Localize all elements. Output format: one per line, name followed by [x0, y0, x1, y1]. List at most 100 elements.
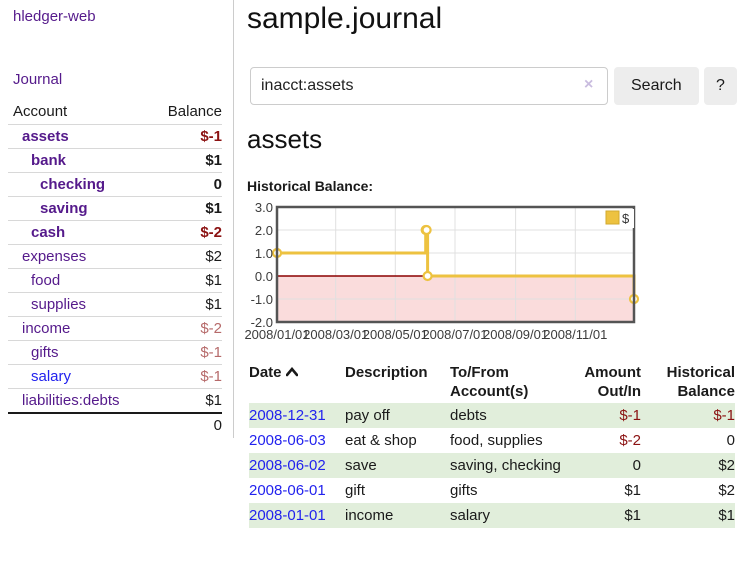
account-balance: $-2	[147, 220, 222, 245]
accounts-header-row: Account Balance	[8, 100, 222, 125]
sort-ascending-icon	[285, 363, 298, 382]
transaction-balance: 0	[726, 432, 735, 449]
transaction-date-link[interactable]: 2008-01-01	[249, 507, 326, 524]
account-balance: $1	[147, 196, 222, 221]
transaction-amount: 0	[632, 457, 641, 474]
chart-title: Historical Balance:	[247, 178, 374, 194]
header-date[interactable]: Date	[249, 361, 345, 403]
transaction-description: income	[345, 507, 394, 524]
svg-text:2008/05/01: 2008/05/01	[363, 327, 428, 342]
svg-text:0.0: 0.0	[255, 269, 273, 284]
transaction-amount: $-1	[619, 407, 641, 424]
transaction-balance: $2	[718, 482, 735, 499]
account-balance: $-1	[200, 128, 222, 145]
account-link-saving[interactable]: saving	[40, 200, 88, 217]
account-balance: 0	[147, 172, 222, 197]
transaction-balance: $1	[718, 507, 735, 524]
transaction-row: 2008-06-01 gift gifts $1 $2	[249, 478, 735, 503]
account-balance: $1	[147, 292, 222, 317]
header-historical-balance: Historical Balance	[666, 364, 735, 400]
account-row: food $1	[8, 268, 222, 293]
help-button[interactable]: ?	[704, 67, 737, 105]
transaction-description: eat & shop	[345, 432, 417, 449]
historical-balance-chart: $ 3.0 2.0 1.0 0.0 -1.0 -2.0 2008/01/01 2…	[244, 200, 640, 342]
transaction-balance: $2	[718, 457, 735, 474]
app-title-link[interactable]: hledger-web	[13, 8, 96, 25]
account-link-cash[interactable]: cash	[31, 224, 66, 241]
account-link-liabilities-debts[interactable]: liabilities:debts	[22, 392, 120, 409]
transaction-amount: $1	[624, 507, 641, 524]
transactions-header-row: Date Description To/From Account(s) Amou…	[249, 361, 735, 403]
svg-text:-2.0: -2.0	[251, 315, 273, 330]
accounts-header-balance: Balance	[147, 100, 222, 125]
account-heading: assets	[247, 124, 323, 154]
svg-text:2008/09/01: 2008/09/01	[483, 327, 548, 342]
sidebar-item-journal[interactable]: Journal	[13, 71, 63, 88]
account-balance: $1	[147, 388, 222, 413]
svg-text:2008/11/01: 2008/11/01	[543, 327, 607, 342]
chart-x-axis: 2008/01/01 2008/03/01 2008/05/01 2008/07…	[244, 327, 607, 342]
chart-border	[275, 205, 636, 324]
chart-data-points	[271, 224, 640, 305]
transaction-amount: $1	[624, 482, 641, 499]
header-amount-outin: Amount Out/In	[584, 364, 641, 400]
account-row: saving $1	[8, 196, 222, 221]
svg-text:3.0: 3.0	[255, 200, 273, 215]
account-link-gifts[interactable]: gifts	[31, 344, 59, 361]
account-row: income $-2	[8, 316, 222, 341]
account-link-salary[interactable]: salary	[31, 368, 72, 385]
transaction-date-link[interactable]: 2008-12-31	[249, 407, 326, 424]
chart-y-axis: 3.0 2.0 1.0 0.0 -1.0 -2.0	[251, 200, 273, 330]
account-row: assets $-1	[8, 125, 222, 149]
search-input[interactable]	[250, 67, 608, 105]
transaction-row: 2008-01-01 income salary $1 $1	[249, 503, 735, 528]
account-row: bank $1	[8, 148, 222, 173]
account-link-income[interactable]: income	[22, 320, 71, 337]
transaction-accounts: saving, checking	[450, 457, 561, 474]
accounts-table: Account Balance assets $-1 bank $1 check…	[8, 100, 222, 437]
page-title: sample.journal	[247, 2, 443, 35]
svg-text:-1.0: -1.0	[251, 292, 273, 307]
account-row: cash $-2	[8, 220, 222, 245]
account-row: checking 0	[8, 172, 222, 197]
search-button[interactable]: Search	[614, 67, 699, 105]
transaction-date-link[interactable]: 2008-06-03	[249, 432, 326, 449]
account-link-bank[interactable]: bank	[31, 152, 67, 169]
accounts-total-value: 0	[147, 412, 222, 437]
header-description: Description	[345, 364, 428, 381]
svg-text:1.0: 1.0	[255, 246, 273, 261]
sidebar-divider	[233, 0, 234, 438]
transaction-accounts: gifts	[450, 482, 478, 499]
accounts-total-row: 0	[8, 412, 222, 437]
svg-text:2008/01/01: 2008/01/01	[244, 327, 309, 342]
account-balance: $-2	[147, 316, 222, 341]
account-row: liabilities:debts $1	[8, 388, 222, 413]
account-link-supplies[interactable]: supplies	[31, 296, 87, 313]
account-row: gifts $-1	[8, 340, 222, 365]
account-link-assets[interactable]: assets	[22, 128, 69, 145]
account-balance: $1	[147, 268, 222, 293]
transaction-accounts: food, supplies	[450, 432, 543, 449]
chart-gridlines	[277, 207, 634, 322]
account-balance: $-1	[147, 364, 222, 389]
transaction-row: 2008-06-03 eat & shop food, supplies $-2…	[249, 428, 735, 453]
legend-label: $	[622, 211, 630, 226]
transaction-date-link[interactable]: 2008-06-01	[249, 482, 326, 499]
svg-text:2.0: 2.0	[255, 223, 273, 238]
clear-search-icon[interactable]: ×	[584, 76, 594, 93]
account-row: salary $-1	[8, 364, 222, 389]
transaction-row: 2008-12-31 pay off debts $-1 $-1	[249, 403, 735, 428]
account-link-checking[interactable]: checking	[40, 176, 106, 193]
account-link-expenses[interactable]: expenses	[22, 248, 87, 265]
account-row: expenses $2	[8, 244, 222, 269]
transaction-row: 2008-06-02 save saving, checking 0 $2	[249, 453, 735, 478]
accounts-header-account: Account	[8, 100, 148, 125]
transaction-date-link[interactable]: 2008-06-02	[249, 457, 326, 474]
transaction-description: save	[345, 457, 377, 474]
transaction-description: gift	[345, 482, 366, 499]
account-link-food[interactable]: food	[31, 272, 61, 289]
account-balance: $-1	[147, 340, 222, 365]
transaction-balance: $-1	[713, 407, 735, 424]
account-balance: $1	[147, 148, 222, 173]
transaction-accounts: debts	[450, 407, 487, 424]
